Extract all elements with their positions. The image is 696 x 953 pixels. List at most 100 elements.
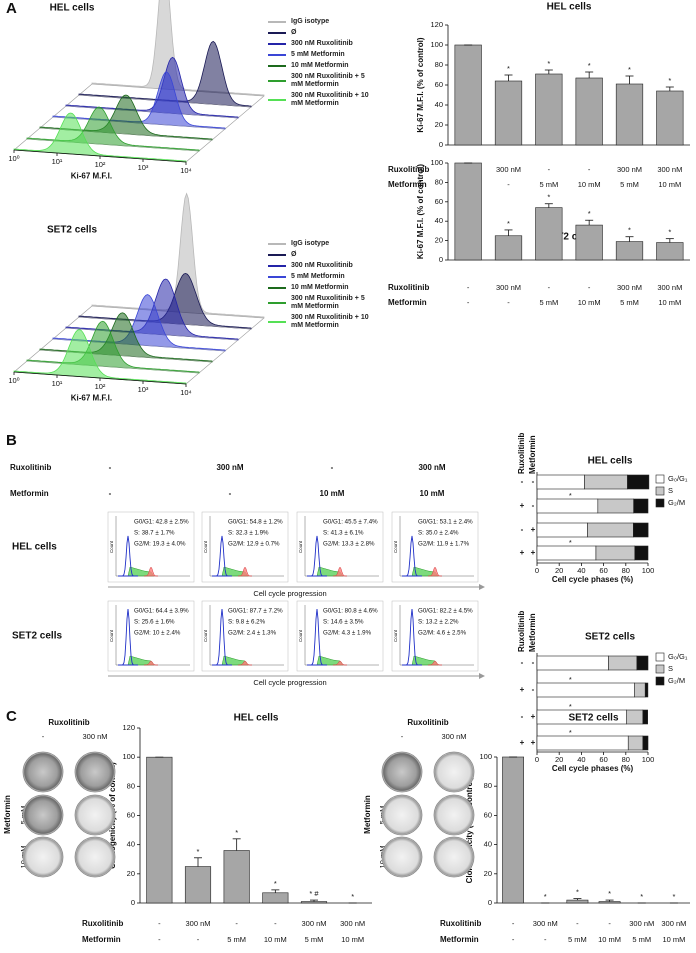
treatment-value: 5 mM [305, 935, 324, 944]
treatment-value: 300 nM [661, 919, 686, 928]
cell-cycle-stat: S: 13.2 ± 2.2% [418, 619, 459, 626]
colony-plate [433, 836, 475, 878]
treatment-value: 300 nM [185, 919, 210, 928]
y-axis-label: Ki-67 M.F.I. (% of control) [416, 164, 425, 259]
colony-plate [433, 751, 475, 793]
treatment-value: - [588, 283, 591, 292]
treatment-value: - [548, 165, 551, 174]
x-tick-label: 10³ [138, 385, 149, 394]
legend-label: 300 nM Ruxolitinib + 5 mM Metformin [291, 295, 365, 310]
significance-mark: * [628, 65, 631, 74]
row-label: - [521, 525, 524, 534]
treatment-value: 10 mM [598, 935, 621, 944]
histogram-g1-peak [402, 535, 422, 577]
significance-mark: * [569, 491, 572, 500]
legend: IgG isotype Ø 300 nM Ruxolitinib 5 mM Metfo… [268, 18, 373, 108]
legend-label: 5 mM Metformin [291, 51, 345, 58]
treatment-value: - [507, 180, 510, 189]
treatment-value: 300 nM [496, 283, 521, 292]
treatment-value: 300 nM [657, 165, 682, 174]
stacked-segment [536, 545, 597, 561]
x-tick-label: 100 [642, 566, 655, 575]
treatment-value: 300 nM [617, 165, 642, 174]
treatment-value: - [197, 935, 200, 944]
histogram-curve [13, 112, 187, 163]
bar [615, 241, 644, 261]
legend-entry: 300 nM Ruxolitinib + 5 mM Metformin [268, 295, 373, 311]
legend-swatch [655, 676, 665, 686]
treatment-name: Metformin [10, 489, 49, 498]
treatment-value: 10 mM [578, 180, 601, 189]
stacked-segment [627, 735, 644, 751]
histogram-g1-peak [307, 608, 327, 666]
legend-entry: 5 mM Metformin [268, 51, 373, 59]
chart-title: SET2 cells [568, 713, 618, 724]
treatment-value: - [576, 919, 579, 928]
treatment-name: Ruxolitinib [388, 283, 429, 292]
stacked-segment [634, 545, 649, 561]
treatment-value: 300 nM [216, 463, 243, 472]
stacked-segment [597, 498, 634, 514]
y-tick-label: 60 [435, 80, 443, 89]
significance-mark: * [608, 889, 611, 898]
histogram-y-label: Count [203, 629, 208, 642]
stacked-segment [633, 498, 649, 514]
y-tick-label: 60 [127, 810, 135, 819]
y-tick-label: 0 [131, 898, 135, 907]
significance-mark: * [235, 828, 238, 837]
histogram-g2-peak [428, 660, 442, 666]
histogram-frame [391, 600, 479, 672]
x-tick-label: 10³ [138, 163, 149, 172]
histogram-g1-peak [212, 535, 232, 577]
chart-title: SET2 cells [544, 232, 594, 243]
treatment-value: 300 nM [617, 283, 642, 292]
stacked-segment [595, 545, 636, 561]
treatment-name: Metformin [388, 298, 427, 307]
colony-plate [433, 794, 475, 836]
stacked-segment [536, 735, 629, 751]
bar [494, 80, 523, 146]
y-tick-label: 0 [439, 255, 443, 264]
treatment-value: - [109, 463, 112, 472]
bar [535, 207, 563, 261]
y-tick-label: 60 [484, 810, 492, 819]
row-header: Ruxolitinib [517, 433, 526, 474]
legend-entry: Ø [268, 251, 373, 259]
stacked-segment [536, 498, 599, 514]
legend-swatch [268, 32, 286, 34]
treatment-value: 300 nM [657, 283, 682, 292]
cell-line-label: HEL cells [12, 542, 57, 553]
histogram-g2-peak [238, 566, 252, 577]
stacked-segment [587, 522, 634, 538]
legend-label: G₀/G₁ [668, 652, 688, 661]
y-tick-label: 0 [488, 898, 492, 907]
colony-plate [381, 794, 423, 836]
treatment-value: - [158, 919, 161, 928]
treatment-value: 300 nM [533, 919, 558, 928]
row-header: Metformin [528, 435, 537, 474]
stacked-segment [642, 735, 649, 751]
progression-label: Cell cycle progression [253, 678, 326, 687]
legend-label: 300 nM Ruxolitinib + 10 mM Metformin [291, 314, 369, 329]
x-tick-label: 10⁴ [180, 388, 192, 397]
treatment-value: 300 nM [340, 919, 365, 928]
treatment-name: Metformin [388, 180, 427, 189]
progression-label: Cell cycle progression [253, 589, 326, 598]
colony-plate [381, 836, 423, 878]
x-axis-label: Cell cycle phases (%) [552, 575, 634, 584]
row-label: - [521, 477, 524, 486]
legend-label: 5 mM Metformin [291, 273, 345, 280]
histogram-baseline [26, 360, 200, 374]
row-label: - [521, 658, 524, 667]
row-label: - [521, 712, 524, 721]
colony-plate [381, 751, 423, 793]
significance-mark: * [569, 675, 572, 684]
histogram-y-label: Count [298, 540, 303, 553]
legend-label: Ø [291, 251, 297, 258]
legend-label: Ø [291, 29, 297, 36]
column-label: - [401, 732, 404, 741]
row-label: + [520, 738, 525, 747]
histogram-curve [13, 329, 187, 385]
